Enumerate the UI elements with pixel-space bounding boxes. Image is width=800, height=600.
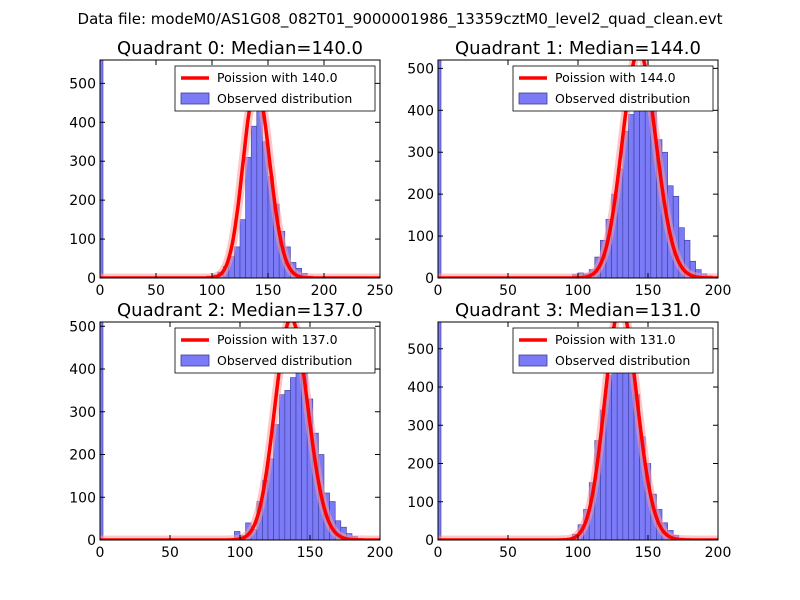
legend-poisson-label: Poission with 140.0 [217,70,338,85]
y-tick-label: 200 [407,187,434,203]
histogram-bar-zero [100,322,104,540]
legend-histogram-label: Observed distribution [555,91,690,106]
legend-histogram-label: Observed distribution [217,91,352,106]
x-tick-label: 0 [434,283,443,299]
y-tick-label: 200 [407,457,434,473]
y-tick-label: 300 [407,145,434,161]
y-tick-label: 0 [425,271,434,287]
y-tick-label: 500 [69,319,96,335]
x-tick-label: 200 [311,283,338,299]
quadrant-3-panel: Quadrant 3: Median=131.0 0 50 100 150 200 0 10… [407,300,731,561]
histogram-bar [611,356,618,540]
y-tick-label: 0 [87,271,96,287]
quadrant-0-title: Quadrant 0: Median=140.0 [117,38,363,59]
y-tick-label: 0 [425,533,434,549]
legend-poisson-label: Poission with 131.0 [555,332,676,347]
quadrant-3-plot-area: 0 50 100 150 200 0 100 200 300 400 500 [407,321,732,561]
x-tick-label: 100 [565,545,592,561]
y-tick-label: 400 [69,362,96,378]
y-tick-label: 400 [407,103,434,119]
x-tick-label: 0 [434,545,443,561]
histogram-bar [616,344,624,540]
y-tick-label: 500 [407,61,434,77]
histogram-bar [290,377,297,540]
quadrant-3-title: Quadrant 3: Median=131.0 [455,300,701,321]
histogram-bar [633,93,640,278]
legend-poisson-label: Poission with 144.0 [555,70,676,85]
y-tick-label: 400 [407,380,434,396]
x-tick-label: 100 [565,283,592,299]
quadrant-0-panel: Quadrant 0: Median=140.0 0 50 100 150 200 250… [69,38,393,299]
histogram-bar-zero [438,60,442,278]
x-tick-label: 50 [499,545,517,561]
x-tick-label: 200 [367,545,394,561]
histogram-bar [278,394,286,540]
y-tick-label: 100 [407,495,434,511]
x-tick-label: 200 [705,283,732,299]
x-tick-label: 150 [635,545,662,561]
quadrant-0-plot-area: 0 50 100 150 200 250 0 100 200 300 400 500 [69,59,394,299]
y-tick-label: 300 [69,405,96,421]
x-tick-label: 0 [96,283,105,299]
histogram-bar [245,157,252,278]
y-tick-label: 0 [87,533,96,549]
histogram-bar [628,114,635,278]
x-tick-label: 100 [227,545,254,561]
figure-suptitle: Data file: modeM0/AS1G08_082T01_90000019… [78,10,723,29]
y-tick-label: 100 [69,490,96,506]
legend-histogram-swatch [180,354,210,367]
x-tick-label: 50 [147,283,165,299]
x-tick-label: 150 [297,545,324,561]
x-tick-label: 50 [499,283,517,299]
quadrant-0-legend: Poission with 140.0 Observed distributio… [174,65,376,112]
legend-histogram-swatch [518,354,548,367]
poisson-curve [100,83,380,278]
quadrant-2-plot-area: 0 50 100 150 200 0 100 200 300 400 500 [69,319,393,561]
quadrant-1-plot-area: 0 50 100 150 200 0 100 200 300 400 500 [407,59,732,299]
legend-poisson-label: Poission with 137.0 [217,332,338,347]
histogram-bar [256,110,263,278]
y-tick-label: 200 [69,193,96,209]
x-tick-label: 250 [367,283,394,299]
x-tick-label: 200 [705,545,732,561]
histogram-layer [100,60,380,278]
histogram-bar [239,219,246,278]
y-tick-label: 500 [69,76,96,92]
y-tick-label: 300 [407,418,434,434]
y-tick-label: 300 [69,154,96,170]
quadrant-2-title: Quadrant 2: Median=137.0 [117,300,363,321]
legend-histogram-label: Observed distribution [555,353,690,368]
x-tick-label: 150 [635,283,662,299]
y-tick-label: 400 [69,115,96,131]
histogram-bar [284,390,291,540]
histogram-bar [234,246,241,278]
x-tick-label: 50 [161,545,179,561]
legend-histogram-label: Observed distribution [217,353,352,368]
y-tick-label: 500 [407,342,434,358]
legend-histogram-swatch [180,92,210,105]
y-tick-label: 100 [69,232,96,248]
quadrant-1-title: Quadrant 1: Median=144.0 [455,38,701,59]
y-tick-label: 100 [407,229,434,245]
quadrant-2-legend: Poission with 137.0 Observed distributio… [174,327,376,374]
histogram-bar-zero [100,60,104,278]
y-tick-label: 200 [69,448,96,464]
legend-histogram-swatch [518,92,548,105]
quadrant-3-legend: Poission with 131.0 Observed distributio… [512,327,714,374]
histogram-bar [250,125,258,278]
x-tick-label: 0 [96,545,105,561]
quadrant-1-legend: Poission with 144.0 Observed distributio… [512,65,714,112]
histogram-bar-zero [438,322,442,540]
x-tick-label: 150 [255,283,282,299]
axes-frame [99,59,381,279]
quadrant-1-panel: Quadrant 1: Median=144.0 0 50 100 150 200 0 10… [407,38,731,299]
quadrant-2-panel: Quadrant 2: Median=137.0 0 50 100 150 200 0 10… [69,300,393,561]
x-tick-label: 100 [199,283,226,299]
